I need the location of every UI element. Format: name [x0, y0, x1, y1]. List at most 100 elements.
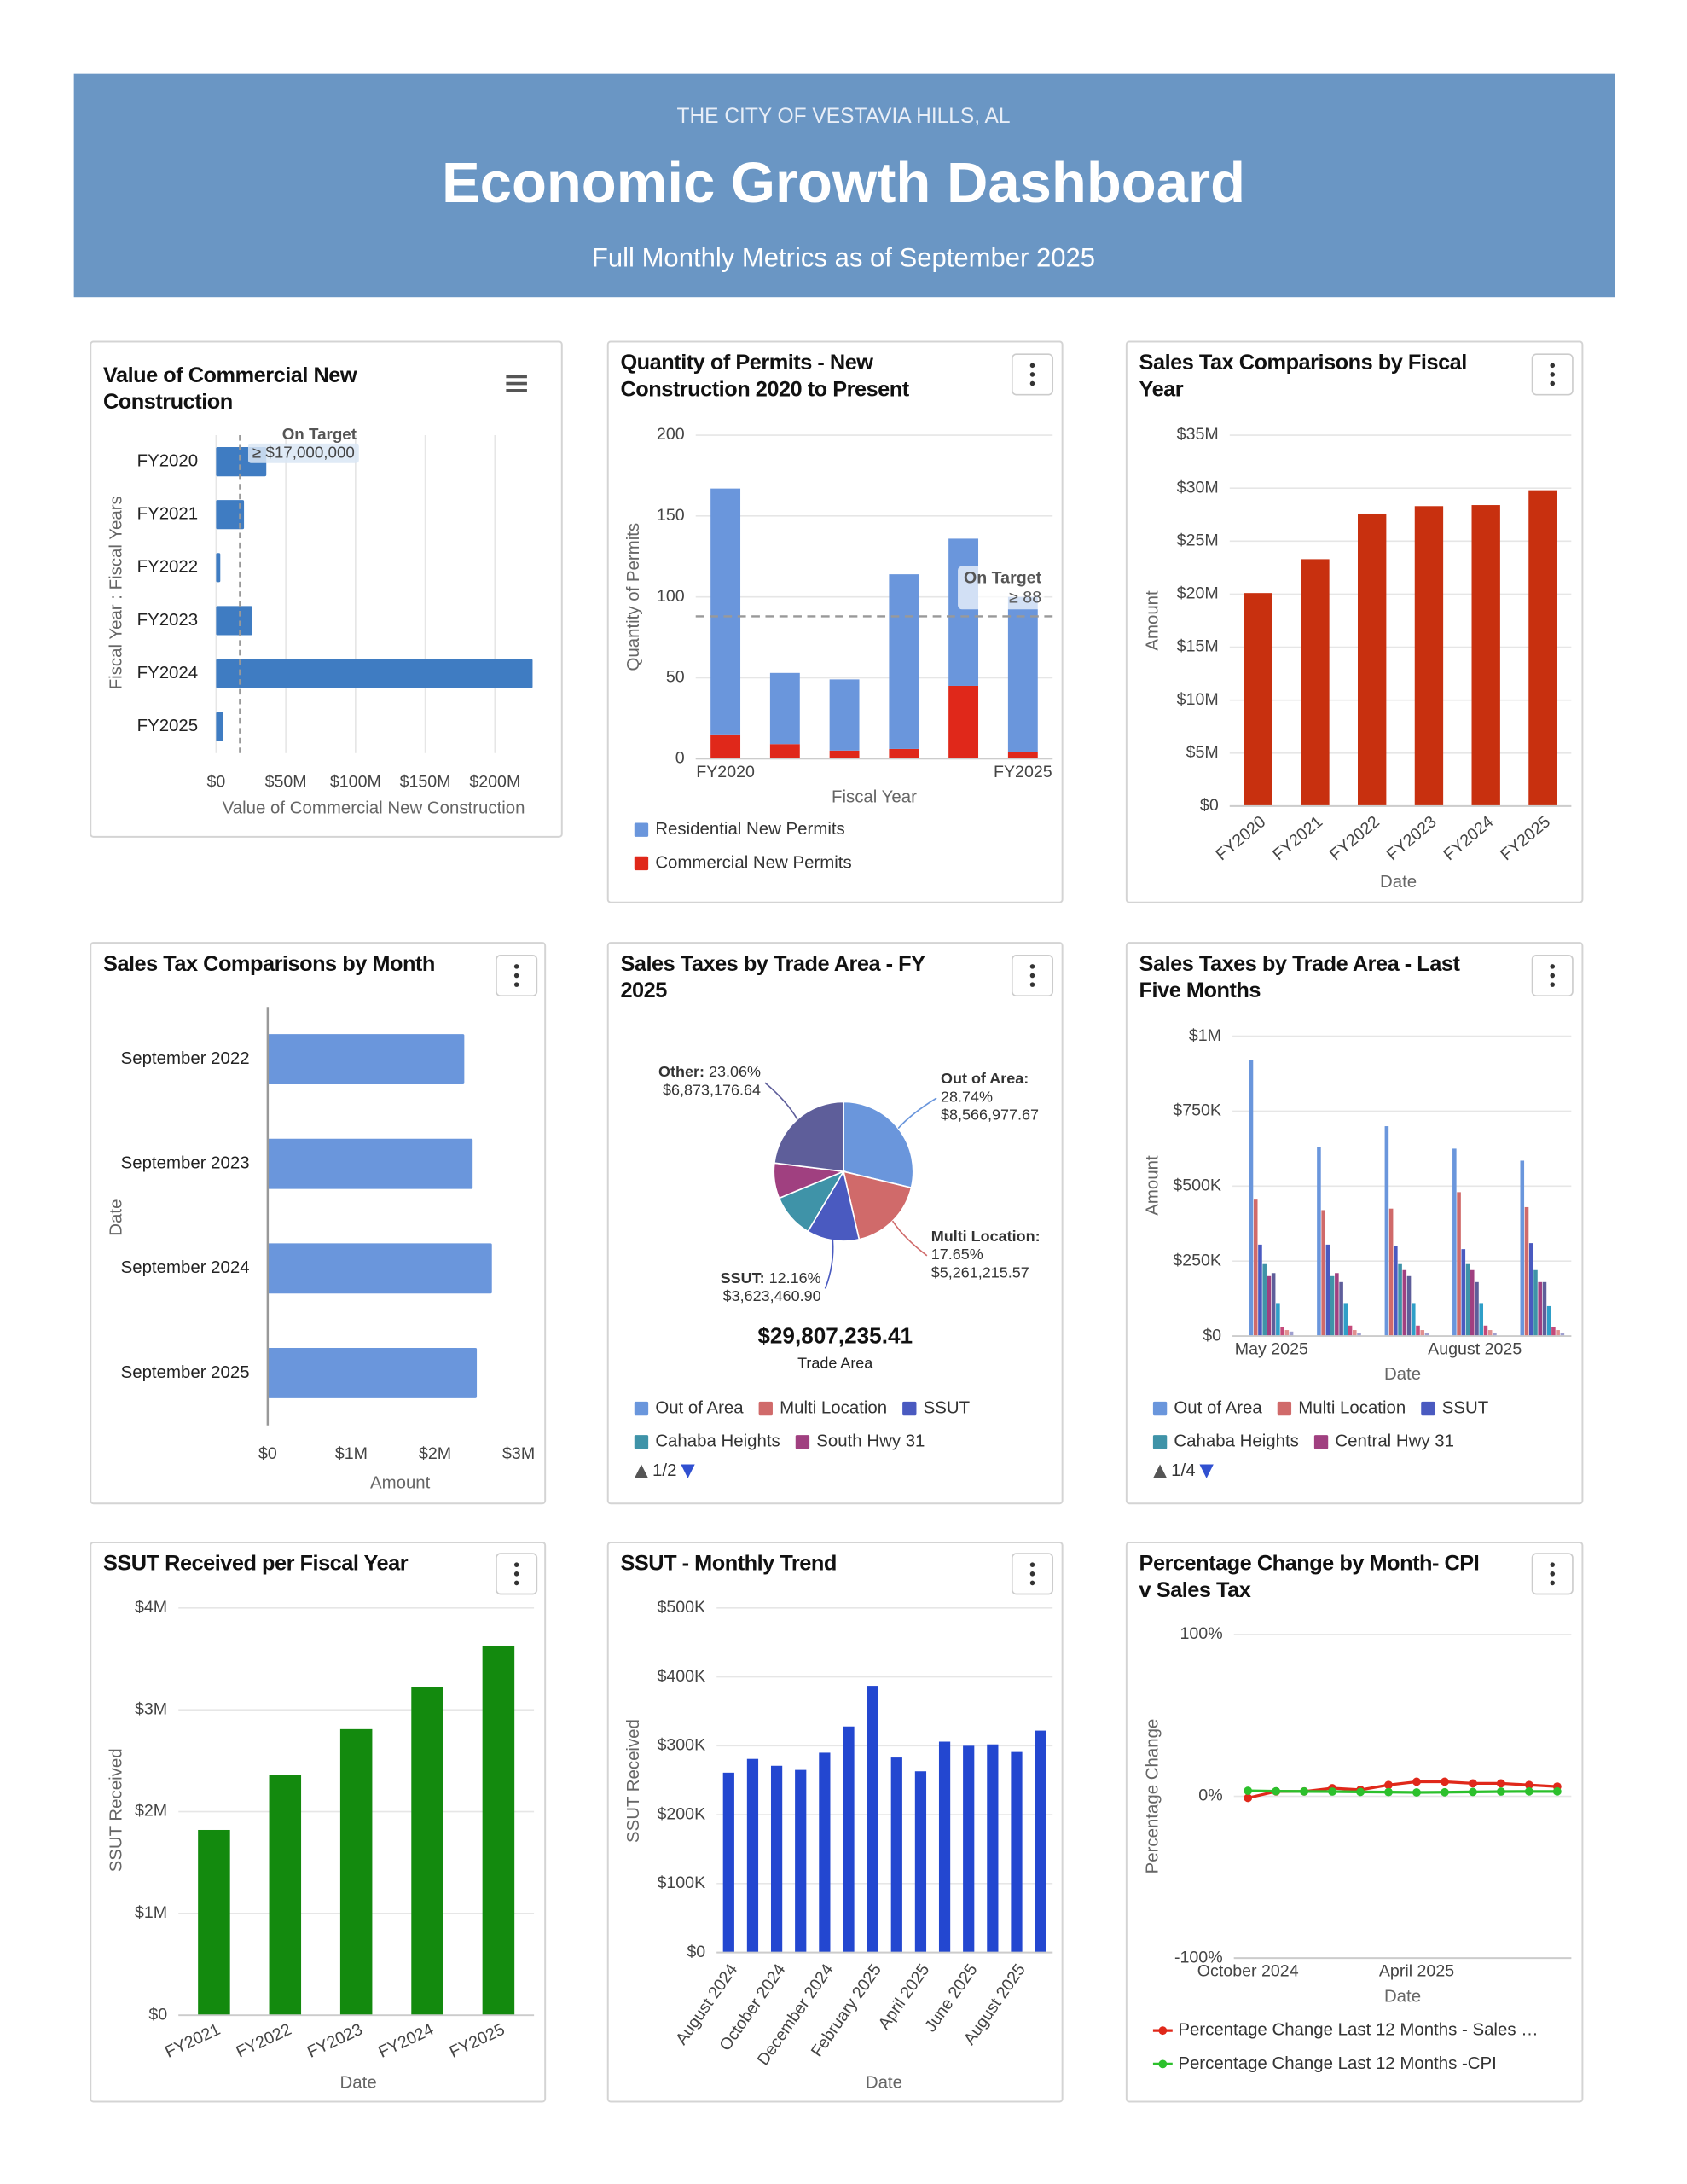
data-label-amount: $3,623,460.90	[722, 1288, 821, 1306]
legend-label: SSUT	[1442, 1398, 1488, 1417]
bar	[1493, 1333, 1497, 1337]
y-tick-label: -100%	[1174, 1948, 1223, 1966]
data-label: SSUT: 12.16% $3,623,460.90	[651, 1240, 821, 1337]
data-label-amount: $6,873,176.64	[662, 1083, 761, 1100]
line-marker	[1496, 1779, 1505, 1788]
x-tick-label: $100M	[330, 772, 381, 791]
legend-item[interactable]: South Hwy 31	[795, 1432, 925, 1451]
legend-item[interactable]: Out of Area	[1152, 1398, 1262, 1417]
legend-swatch	[1421, 1401, 1435, 1416]
bar	[1343, 1303, 1348, 1337]
bar	[216, 606, 252, 636]
bar	[1524, 1206, 1529, 1337]
x-axis-title: Fiscal Year	[832, 787, 917, 806]
data-label-percent: 17.65%	[930, 1246, 983, 1263]
x-axis-title: Date	[1384, 1987, 1421, 2006]
legend-label: Cahaba Heights	[1174, 1432, 1298, 1451]
menu-button[interactable]	[1011, 954, 1054, 997]
y-tick-label: $250K	[1173, 1251, 1221, 1269]
menu-button[interactable]	[1011, 1553, 1054, 1595]
x-tick-label: $1M	[335, 1444, 368, 1463]
chart-title: SSUT - Monthly Trend	[620, 1552, 837, 1577]
data-label-head: Out of Area:	[941, 1071, 1055, 1089]
line-marker	[1272, 1786, 1281, 1796]
chart-title: Sales Tax Comparisons by Fiscal Year	[1139, 351, 1468, 402]
y-tick-label: $4M	[135, 1598, 167, 1617]
menu-button[interactable]	[1531, 954, 1574, 997]
bar	[1542, 1281, 1547, 1337]
legend-item[interactable]: Commercial New Permits	[634, 853, 852, 872]
y-tick-label: $2M	[135, 1802, 167, 1821]
bar	[890, 1757, 902, 1953]
legend-item[interactable]: Central Hwy 31	[1313, 1432, 1454, 1451]
menu-button[interactable]	[496, 1553, 538, 1595]
menu-button[interactable]	[496, 954, 538, 997]
legend-item[interactable]: SSUT	[902, 1398, 970, 1417]
bar	[1330, 1275, 1335, 1337]
x-axis-title: Amount	[370, 1474, 431, 1493]
bar	[770, 1765, 783, 1953]
pie-slice	[807, 1170, 861, 1242]
menu-dot	[1550, 363, 1556, 369]
y-tick-label: FY2020	[137, 452, 199, 471]
bar	[1487, 1330, 1493, 1337]
menu-dot	[1029, 1580, 1035, 1586]
y-axis-title: Fiscal Year : Fiscal Years	[107, 496, 126, 689]
legend-pager: 1/2	[652, 1461, 676, 1480]
legend-item[interactable]: Cahaba Heights	[1152, 1432, 1299, 1451]
menu-dot	[513, 1571, 519, 1577]
bar	[216, 712, 223, 741]
x-tick-label: $0	[206, 772, 225, 791]
chart-title: Quantity of Permits - New Construction 2…	[620, 351, 909, 402]
bar	[216, 553, 221, 583]
legend-item[interactable]: Multi Location	[758, 1398, 888, 1417]
bar	[746, 1758, 759, 1953]
menu-dot	[1029, 973, 1035, 979]
x-axis-title: Date	[866, 2074, 902, 2093]
panel	[90, 942, 547, 1505]
total-value: $29,807,235.41	[757, 1323, 913, 1349]
y-tick-label: September 2022	[121, 1049, 250, 1068]
y-tick-label: $0	[1200, 796, 1219, 815]
legend-item[interactable]: Out of Area	[634, 1398, 744, 1417]
legend-swatch	[1313, 1435, 1329, 1449]
legend-item[interactable]: Percentage Change Last 12 Months -CPI	[1152, 2054, 1497, 2073]
menu-button[interactable]	[506, 375, 527, 392]
pager-up[interactable]	[1152, 1464, 1168, 1478]
bar	[269, 1774, 302, 2016]
title-box: SSUT - Monthly Trend	[620, 1552, 837, 1577]
pager-down[interactable]	[681, 1464, 695, 1478]
pager-down[interactable]	[1199, 1464, 1214, 1478]
pager-up[interactable]	[634, 1464, 649, 1478]
legend-item[interactable]: Cahaba Heights	[634, 1432, 780, 1451]
y-tick-label: $25M	[1177, 531, 1219, 549]
line	[1248, 1789, 1557, 1794]
y-tick-label: 200	[657, 425, 685, 444]
line-marker	[1496, 1787, 1505, 1796]
bar	[1289, 1331, 1294, 1337]
legend-pager: 1/4	[1171, 1461, 1195, 1480]
menu-button[interactable]	[1531, 353, 1574, 396]
menu-dot	[1029, 380, 1035, 386]
data-label-amount: $8,566,977.67	[940, 1107, 1040, 1124]
menu-button[interactable]	[1531, 1553, 1574, 1595]
bar	[722, 1772, 734, 1953]
bar-segment	[769, 672, 800, 745]
legend-item[interactable]: Residential New Permits	[634, 820, 845, 839]
x-tick-label: FY2020	[696, 763, 755, 781]
y-tick-label: $200K	[657, 1804, 705, 1823]
menu-button[interactable]	[1011, 353, 1054, 396]
legend-item[interactable]: Percentage Change Last 12 Months - Sales…	[1152, 2021, 1539, 2040]
chart-title: Value of Commercial New Construction	[102, 363, 357, 415]
bar-segment	[889, 574, 919, 749]
target-label: On Target	[964, 568, 1042, 587]
panel	[1125, 340, 1584, 903]
legend-item[interactable]: Multi Location	[1277, 1398, 1406, 1417]
bar	[1479, 1303, 1484, 1337]
bar-segment	[710, 734, 741, 759]
line-marker	[1244, 1786, 1253, 1795]
bar	[1357, 1333, 1361, 1337]
data-label-name: Out of Area:	[940, 1071, 1029, 1088]
legend-item[interactable]: SSUT	[1421, 1398, 1488, 1417]
panel	[1125, 1542, 1584, 2103]
